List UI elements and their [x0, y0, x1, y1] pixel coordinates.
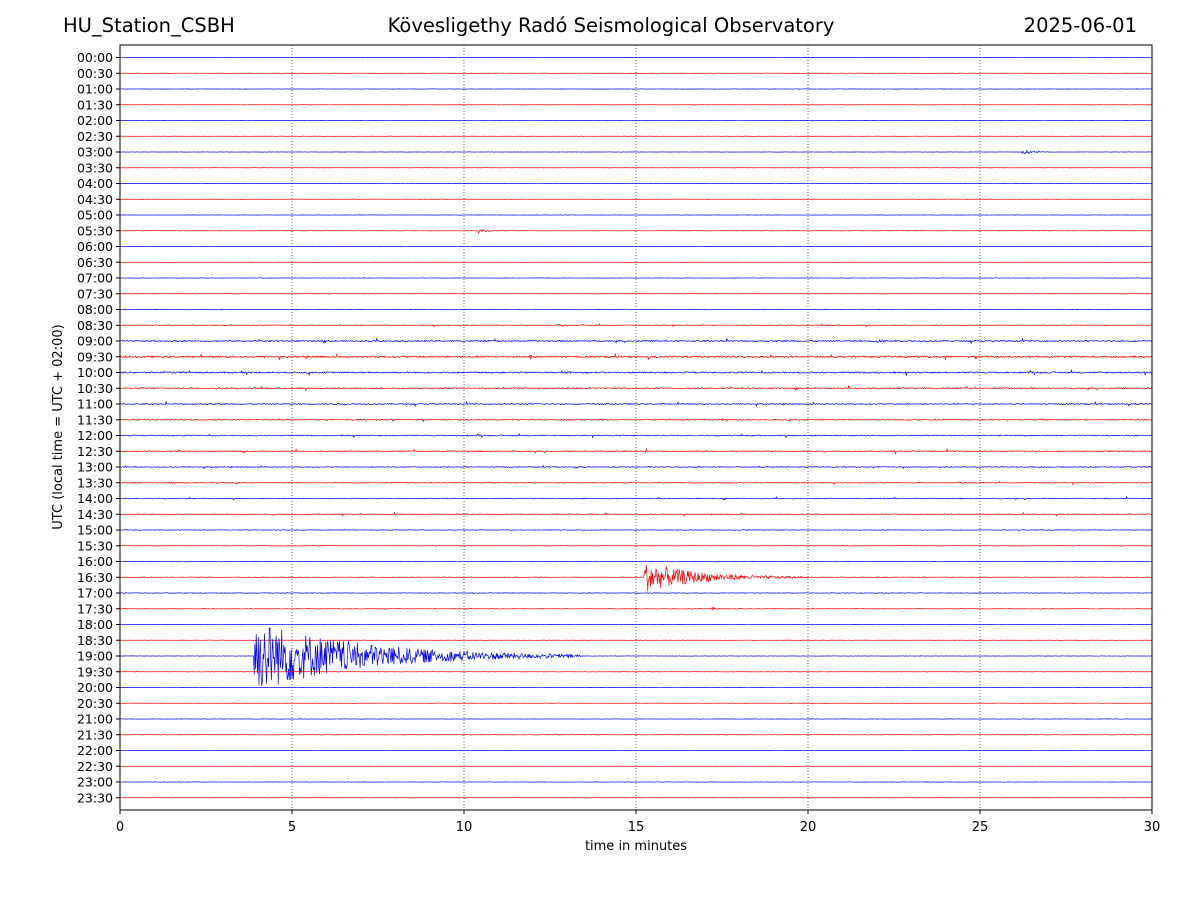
y-tick-label: 02:00 — [77, 113, 113, 128]
x-tick-label: 25 — [972, 820, 989, 835]
trace-line-1530 — [119, 545, 1153, 547]
y-tick-label: 20:30 — [77, 696, 113, 711]
x-tick-label: 20 — [800, 820, 817, 835]
trace-line-0300 — [119, 149, 1153, 155]
y-tick-label: 03:00 — [77, 145, 113, 160]
y-tick-label: 10:30 — [77, 381, 113, 396]
trace-line-1000 — [120, 369, 1153, 377]
y-tick-label: 03:30 — [77, 160, 113, 175]
y-tick-label: 22:30 — [77, 759, 113, 774]
trace-line-1400 — [119, 495, 1153, 501]
y-tick-label: 06:00 — [77, 239, 113, 254]
y-tick-label: 07:00 — [77, 271, 113, 286]
trace-line-0530 — [119, 228, 1153, 234]
y-tick-label: 08:00 — [77, 302, 113, 317]
y-tick-label: 07:30 — [77, 286, 113, 301]
trace-line-1430 — [119, 511, 1153, 517]
x-axis-ticks: 0 5 10 15 20 25 30 — [116, 810, 1160, 835]
y-tick-label: 18:30 — [77, 633, 113, 648]
station-name: HU_Station_CSBH — [63, 14, 235, 37]
y-tick-label: 21:30 — [77, 727, 113, 742]
y-tick-label: 12:00 — [77, 428, 113, 443]
y-tick-label: 23:00 — [77, 775, 113, 790]
y-tick-label: 09:00 — [77, 334, 113, 349]
y-tick-label: 12:30 — [77, 444, 113, 459]
x-tick-label: 0 — [116, 820, 124, 835]
y-tick-label: 19:30 — [77, 664, 113, 679]
trace-line-0900 — [119, 337, 1153, 345]
trace-line-1900 — [119, 627, 1153, 687]
trace-line-1630 — [119, 565, 1153, 592]
y-tick-label: 10:00 — [77, 365, 113, 380]
y-tick-label: 04:30 — [77, 192, 113, 207]
y-tick-label: 14:30 — [77, 507, 113, 522]
trace-line-1230 — [119, 447, 1153, 455]
y-axis-ticks: 00:0000:3001:0001:3002:0002:3003:0003:30… — [77, 50, 120, 805]
grid-lines — [291, 45, 981, 810]
trace-line-1100 — [119, 400, 1153, 408]
y-tick-label: 13:30 — [77, 475, 113, 490]
trace-line-0800 — [119, 308, 1153, 311]
y-tick-label: 04:00 — [77, 176, 113, 191]
x-tick-label: 5 — [288, 820, 296, 835]
y-axis-label: UTC (local time = UTC + 02:00) — [51, 324, 66, 529]
trace-line-1200 — [119, 433, 1153, 439]
trace-line-0830 — [119, 323, 1153, 328]
y-tick-label: 05:00 — [77, 208, 113, 223]
y-tick-label: 17:00 — [77, 586, 113, 601]
y-tick-label: 15:00 — [77, 523, 113, 538]
y-tick-label: 05:30 — [77, 223, 113, 238]
trace-line-1030 — [119, 384, 1153, 392]
y-tick-label: 19:00 — [77, 649, 113, 664]
y-tick-label: 01:00 — [77, 82, 113, 97]
y-tick-label: 13:00 — [77, 460, 113, 475]
y-tick-label: 23:30 — [77, 790, 113, 805]
y-tick-label: 15:30 — [77, 538, 113, 553]
trace-line-1330 — [119, 480, 1153, 486]
y-tick-label: 17:30 — [77, 601, 113, 616]
trace-line-1600 — [119, 560, 1153, 563]
chart-date: 2025-06-01 — [1023, 14, 1137, 37]
x-tick-label: 10 — [456, 820, 473, 835]
y-tick-label: 11:00 — [77, 397, 113, 412]
y-tick-label: 08:30 — [77, 318, 113, 333]
y-tick-label: 01:30 — [77, 97, 113, 112]
chart-title: Kövesligethy Radó Seismological Observat… — [387, 14, 835, 37]
y-tick-label: 16:30 — [77, 570, 113, 585]
trace-line-1700 — [119, 592, 1153, 594]
y-tick-label: 22:00 — [77, 743, 113, 758]
y-tick-label: 21:00 — [77, 712, 113, 727]
y-tick-label: 09:30 — [77, 349, 113, 364]
y-tick-label: 16:00 — [77, 554, 113, 569]
y-tick-label: 14:00 — [77, 491, 113, 506]
y-tick-label: 02:30 — [77, 129, 113, 144]
x-tick-label: 15 — [628, 820, 645, 835]
trace-line-1130 — [119, 417, 1153, 423]
y-tick-label: 20:00 — [77, 680, 113, 695]
y-tick-label: 00:30 — [77, 66, 113, 81]
trace-line-0930 — [119, 352, 1153, 361]
trace-line-1300 — [119, 464, 1153, 470]
y-tick-label: 00:00 — [77, 50, 113, 65]
y-tick-label: 11:30 — [77, 412, 113, 427]
trace-lines — [119, 56, 1153, 799]
y-tick-label: 18:00 — [77, 617, 113, 632]
x-tick-label: 30 — [1144, 820, 1161, 835]
trace-line-1730 — [119, 606, 1153, 611]
y-tick-label: 06:30 — [77, 255, 113, 270]
trace-line-1500 — [119, 529, 1153, 531]
x-axis-label: time in minutes — [585, 839, 687, 854]
